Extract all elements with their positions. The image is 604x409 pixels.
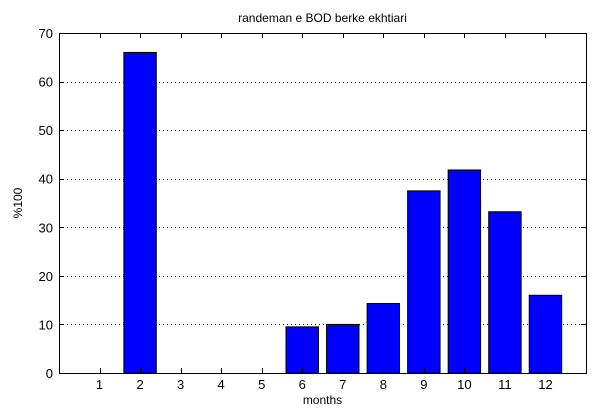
y-tick-label: 40 [39,172,53,187]
x-tick-label: 12 [538,377,552,392]
y-tick-label: 0 [46,366,53,381]
bar-month-6 [285,326,319,374]
y-axis: 0 10 20 30 40 50 60 70 [39,26,586,381]
plot-frame [59,33,587,374]
y-tick-label: 60 [39,75,53,90]
y-tick-label: 20 [39,269,53,284]
x-tick-label: 8 [380,377,387,392]
bar-month-7 [326,323,360,374]
x-tick-label: 6 [299,377,306,392]
x-tick-label: 1 [96,377,103,392]
bar-month-10 [447,169,482,374]
y-tick-label: 50 [39,123,53,138]
y-tick-label: 70 [39,26,53,41]
chart-title: randeman e BOD berke ekhtiari [238,11,407,25]
x-tick-label: 11 [498,377,512,392]
bar-month-9 [407,190,441,374]
bar-month-8 [366,303,401,374]
x-tick-label: 2 [136,377,143,392]
x-tick-label: 9 [420,377,427,392]
x-axis-label: months [303,393,342,407]
bars [123,51,563,374]
y-axis-label: %100 [11,187,25,218]
y-tick-label: 30 [39,220,53,235]
x-tick-label: 10 [457,377,471,392]
bar-month-12 [528,294,563,374]
y-tick-label: 10 [39,317,53,332]
x-axis: 1 2 3 4 5 6 7 8 9 10 11 12 [96,33,553,392]
x-tick-label: 5 [258,377,265,392]
x-tick-label: 4 [218,377,225,392]
x-tick-label: 7 [339,377,346,392]
bar-month-11 [488,211,522,374]
x-tick-label: 3 [177,377,184,392]
bar-month-2 [123,51,157,374]
